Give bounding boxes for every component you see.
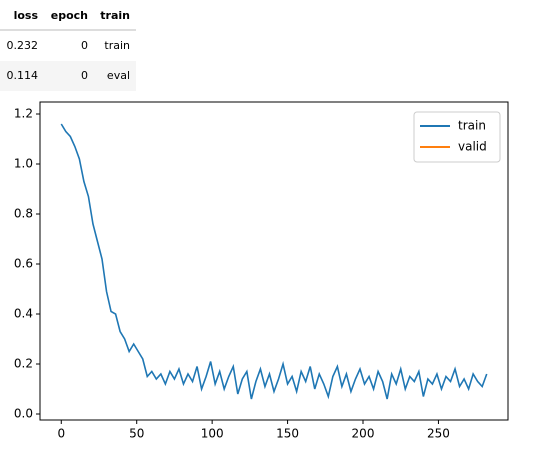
y-tick-label: 0.8 — [14, 207, 33, 221]
y-tick-label: 0.4 — [14, 307, 33, 321]
legend-box — [413, 111, 501, 163]
row-stripe — [0, 61, 136, 91]
table-cell: eval — [107, 69, 130, 82]
table-cell: 0 — [81, 69, 88, 82]
line-series — [60, 123, 488, 400]
x-tick-label: 0 — [57, 427, 65, 441]
axes-frame — [39, 101, 509, 421]
x-tick-label: 150 — [276, 427, 299, 441]
y-tick-label: 1.0 — [14, 157, 33, 171]
table-header: loss — [14, 9, 39, 22]
y-tick-label: 0.6 — [14, 257, 33, 271]
table-cell: 0 — [81, 39, 88, 52]
y-tick-label: 0.0 — [14, 407, 33, 421]
x-tick-label: 100 — [201, 427, 224, 441]
table-cell: 0.114 — [7, 69, 39, 82]
legend-label: valid — [458, 140, 487, 154]
legend-label: train — [458, 119, 486, 133]
table-cell: train — [104, 39, 130, 52]
table-header: train — [100, 9, 130, 22]
x-tick-label: 200 — [352, 427, 375, 441]
y-tick-label: 0.2 — [14, 357, 33, 371]
table-header: epoch — [51, 9, 88, 22]
x-tick-label: 250 — [427, 427, 450, 441]
x-tick-label: 50 — [129, 427, 144, 441]
y-tick-label: 1.2 — [14, 107, 33, 121]
table-cell: 0.232 — [7, 39, 39, 52]
